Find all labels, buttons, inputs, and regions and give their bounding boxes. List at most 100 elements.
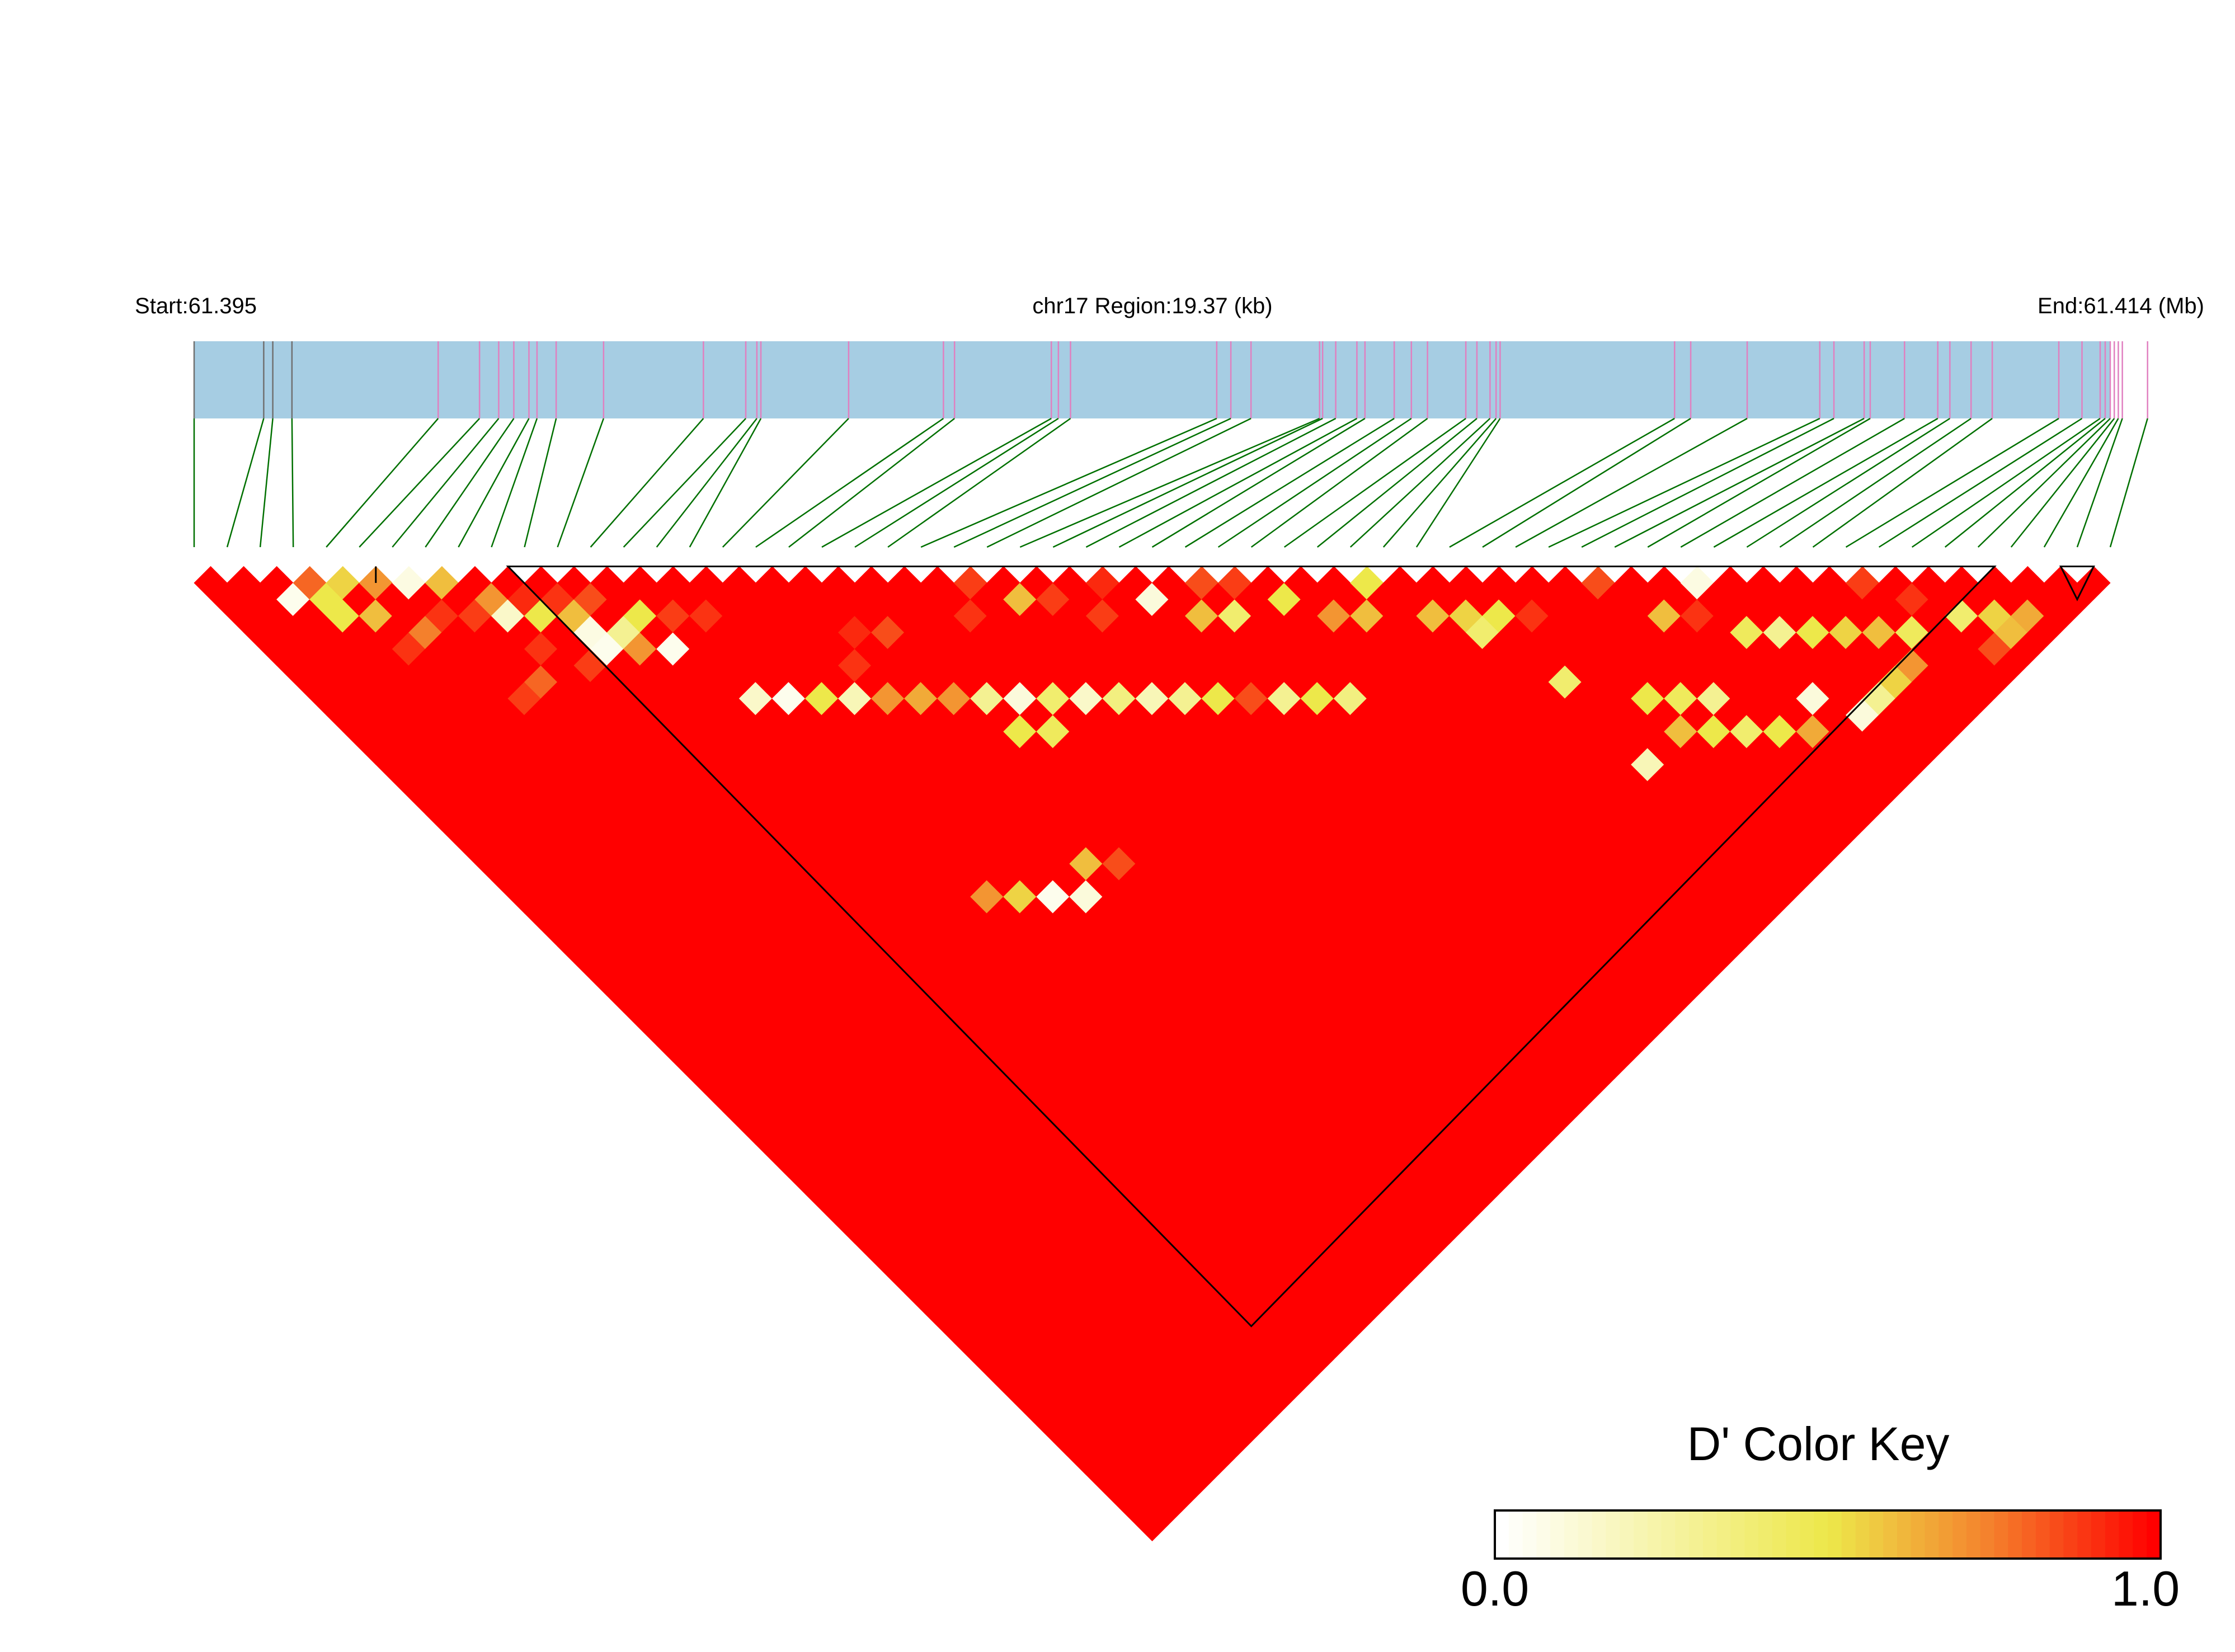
snp-connector <box>656 418 757 548</box>
start-label: Start:61.395 <box>135 294 257 318</box>
color-key-step <box>2091 1510 2106 1559</box>
snp-connector <box>491 418 538 548</box>
color-key-step <box>1702 1510 1718 1559</box>
color-key-step <box>2147 1510 2161 1559</box>
snp-connector <box>359 418 481 548</box>
snp-connector <box>2109 418 2148 548</box>
color-key-step <box>1522 1510 1537 1559</box>
snp-connector <box>953 417 1231 548</box>
color-key-step <box>1716 1510 1731 1559</box>
color-key-step <box>1647 1510 1662 1559</box>
snp-connector <box>1283 417 1466 548</box>
snp-connector <box>1250 417 1428 548</box>
color-key-step <box>2077 1510 2092 1559</box>
region-label: chr17 Region:19.37 (kb) <box>1032 294 1272 318</box>
color-key-border <box>1494 1509 2162 1560</box>
region-header: Start:61.395 chr17 Region:19.37 (kb) End… <box>135 294 2204 318</box>
color-key-step <box>1772 1510 1787 1559</box>
snp-connector <box>392 418 500 548</box>
color-key-step <box>2133 1510 2147 1559</box>
color-key-step <box>1758 1510 1773 1559</box>
color-key-step <box>1911 1510 1926 1559</box>
snp-connector <box>821 417 1052 548</box>
color-key-step <box>1661 1510 1676 1559</box>
snp-connector <box>1548 417 1820 548</box>
color-key-step <box>1578 1510 1593 1559</box>
color-key-step <box>1800 1510 1814 1559</box>
color-key-step <box>1675 1510 1690 1559</box>
snp-connector <box>1944 418 2106 548</box>
snp-connector <box>1415 418 1501 548</box>
color-key-step <box>1952 1510 1967 1559</box>
color-key-step <box>1564 1510 1579 1559</box>
snp-connector <box>1515 417 1748 548</box>
color-key-step <box>1744 1510 1759 1559</box>
color-key-step <box>1536 1510 1551 1559</box>
snp-connector <box>689 418 762 548</box>
snp-connector <box>1151 417 1366 548</box>
snp-connector <box>590 418 704 548</box>
color-key-max-label: 1.0 <box>2111 1561 2180 1616</box>
snp-connector <box>986 417 1251 548</box>
color-key-step <box>1786 1510 1801 1559</box>
snp-connector <box>524 418 557 548</box>
snp-connector <box>1911 417 2101 548</box>
color-key-step <box>2049 1510 2064 1559</box>
color-key-step <box>2063 1510 2078 1559</box>
ld-block-outline <box>2059 565 2095 601</box>
color-key-step <box>1980 1510 1995 1559</box>
snp-connector <box>1085 417 1337 548</box>
snp-connector <box>755 417 944 548</box>
snp-connector <box>458 418 530 548</box>
snp-connector <box>291 418 294 548</box>
snp-connector <box>1845 417 2059 548</box>
snp-connector <box>920 417 1217 548</box>
color-key-step <box>1869 1510 1884 1559</box>
color-key-step <box>1938 1510 1953 1559</box>
color-key-step <box>1897 1510 1912 1559</box>
snp-connector <box>1581 417 1834 548</box>
snp-connector <box>1614 417 1865 548</box>
snp-connector <box>1217 417 1412 548</box>
color-key-step <box>1883 1510 1898 1559</box>
snp-connector <box>623 418 746 548</box>
color-key-step <box>2008 1510 2022 1559</box>
snp-connector <box>1382 418 1497 548</box>
snp-connector <box>2043 418 2119 548</box>
snp-connector <box>1184 417 1395 548</box>
snp-connector <box>887 417 1071 548</box>
snp-connector <box>1118 417 1358 548</box>
snp-connector <box>1316 418 1478 548</box>
color-key-step <box>1730 1510 1745 1559</box>
snp-connector <box>1019 417 1320 548</box>
color-key-step <box>1994 1510 2008 1559</box>
snp-connector <box>1713 417 1938 548</box>
color-key-step <box>1620 1510 1634 1559</box>
snp-connector <box>259 418 274 548</box>
ld-heatmap-cells <box>194 566 2111 1542</box>
color-key-gradient <box>1495 1510 2161 1559</box>
ld-cell <box>2077 566 2111 600</box>
color-key-step <box>1592 1510 1606 1559</box>
snp-connector <box>1449 417 1675 548</box>
color-key-step <box>1495 1510 1509 1559</box>
end-label: End:61.414 (Mb) <box>2038 294 2204 318</box>
color-key: D' Color Key 0.0 1.0 <box>1461 1418 2180 1616</box>
snp-tick-marks <box>193 341 2148 418</box>
color-key-step <box>1550 1510 1565 1559</box>
color-key-step <box>2105 1510 2120 1559</box>
snp-connector <box>1349 418 1491 548</box>
snp-connector <box>722 418 849 548</box>
snp-connector <box>1647 417 1871 548</box>
snp-connector <box>326 418 439 548</box>
snp-connector <box>1977 418 2111 548</box>
color-key-step <box>1814 1510 1828 1559</box>
snp-connector <box>1779 417 1971 548</box>
snp-connector <box>2076 418 2123 548</box>
color-key-step <box>1966 1510 1981 1559</box>
color-key-step <box>1689 1510 1704 1559</box>
snp-connector <box>1680 417 1905 548</box>
snp-connector <box>2010 418 2115 548</box>
color-key-step <box>2119 1510 2134 1559</box>
